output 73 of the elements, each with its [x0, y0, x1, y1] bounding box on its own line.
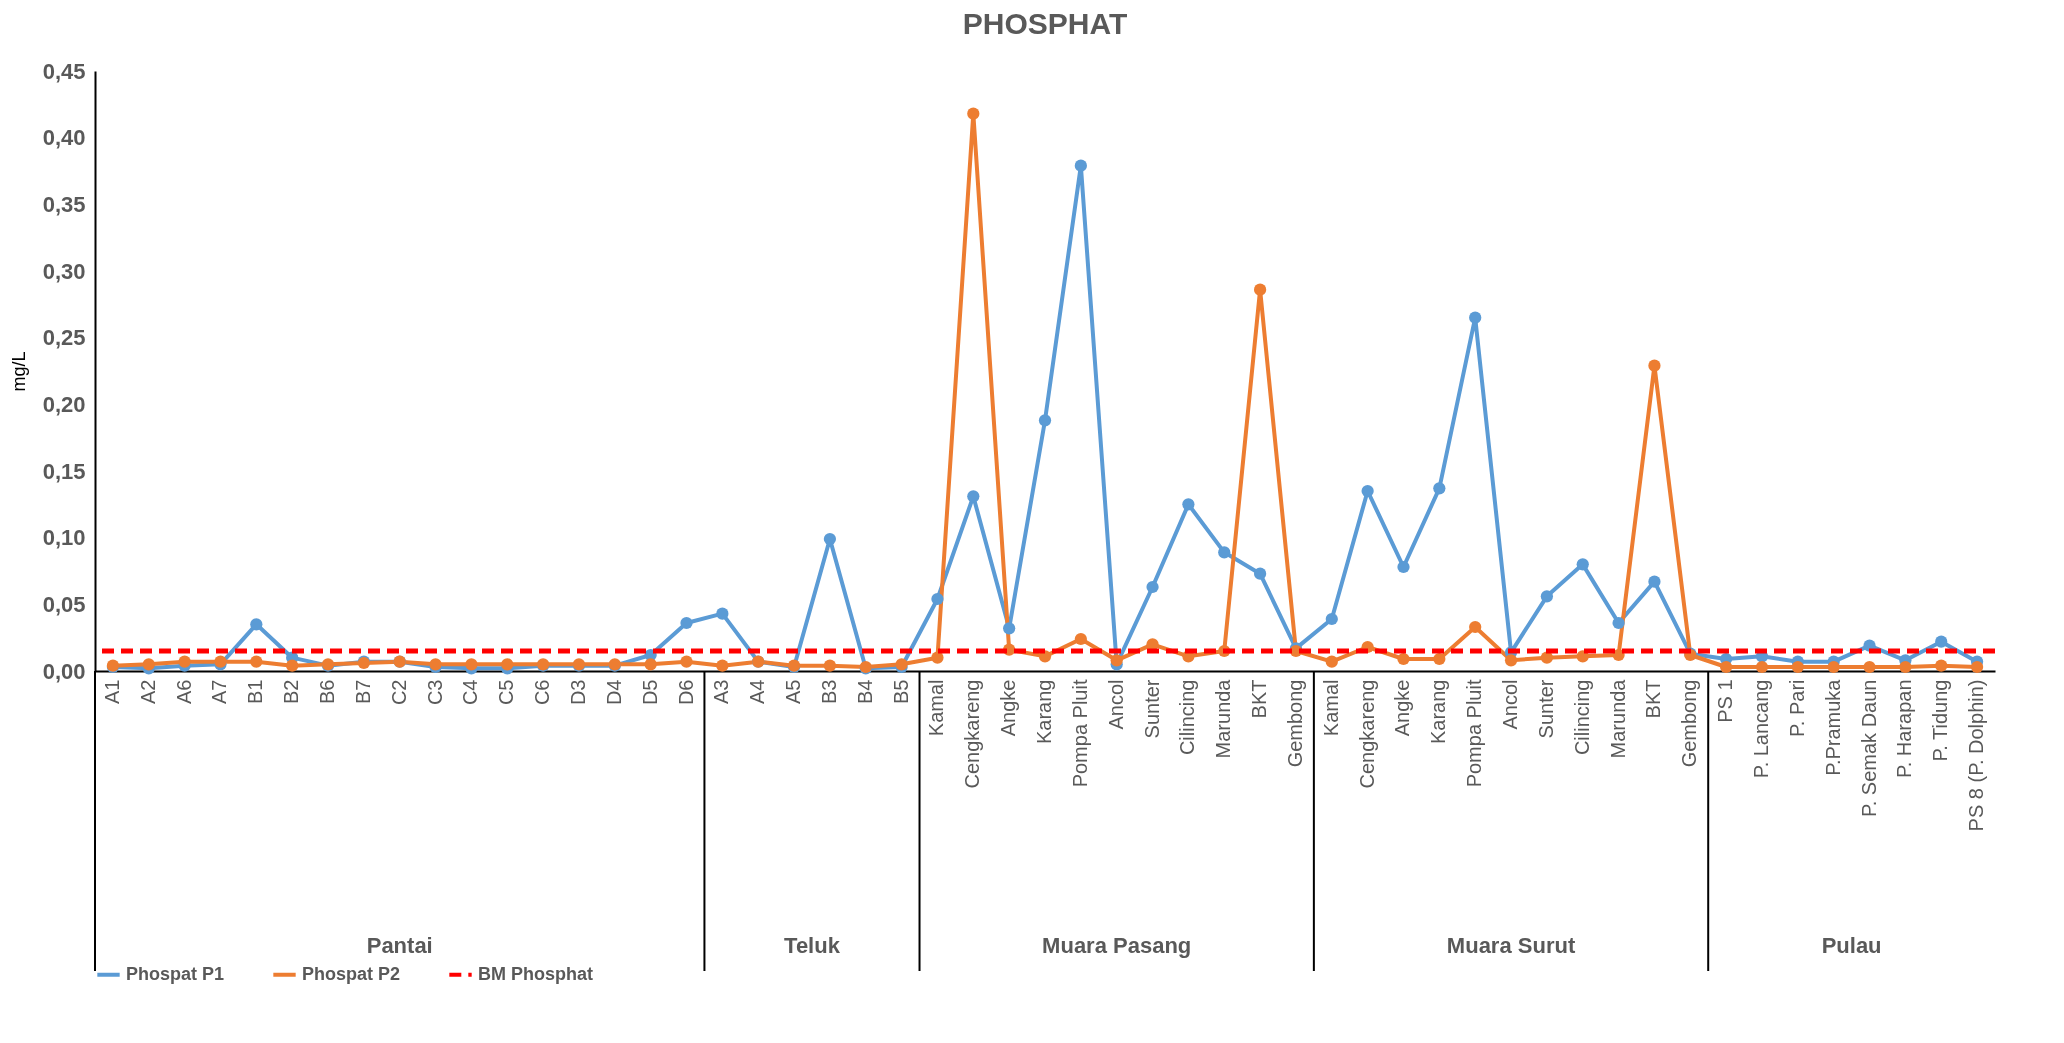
x-tick-label: Cengkareng: [1355, 679, 1378, 789]
x-tick-label: C5: [495, 679, 518, 706]
x-tick-label: D5: [638, 679, 661, 706]
x-tick-label: Gembong: [1678, 679, 1701, 768]
x-tick-label: Kamal: [1319, 679, 1342, 737]
y-tick-label: 0,10: [42, 525, 86, 551]
x-tick-label: C2: [387, 679, 410, 706]
y-tick-label: 0,40: [42, 125, 86, 151]
x-tick-label: C4: [459, 679, 482, 706]
x-tick-label: Ancol: [1499, 679, 1522, 730]
x-tick-label: D6: [674, 679, 697, 706]
text: Pantai: [366, 933, 433, 958]
x-tick-label: D3: [566, 679, 589, 706]
y-tick-label: 0,20: [42, 391, 86, 417]
y-tick-label: 0,45: [42, 58, 86, 84]
x-tick-label: P. Pari: [1785, 679, 1808, 737]
x-tick-label: PS 1: [1714, 679, 1737, 723]
x-tick-label: A5: [782, 679, 805, 704]
x-tick-label: B1: [244, 679, 267, 704]
legend-label: Phospat P1: [126, 963, 225, 984]
x-tick-label: C6: [531, 679, 554, 706]
x-tick-label: BKT: [1248, 679, 1271, 719]
x-tick-label: B4: [853, 679, 876, 704]
x-tick-label: C3: [423, 679, 446, 706]
x-tick-label: Gembong: [1283, 679, 1306, 768]
x-tick-label: Angke: [997, 679, 1020, 737]
x-tick-label: Karang: [1427, 679, 1450, 744]
x-tick-label: A6: [172, 679, 195, 704]
x-tick-label: P.Pramuka: [1821, 678, 1844, 776]
y-tick-label: 0,25: [42, 325, 86, 351]
x-tick-label: A4: [746, 679, 769, 704]
x-tick-label: Ancol: [1104, 679, 1127, 730]
x-tick-label: PS 8 (P. Dolphin): [1965, 679, 1988, 832]
y-tick-label: 0,30: [42, 258, 86, 284]
text: Muara Pasang: [1042, 933, 1192, 958]
x-tick-label: Marunda: [1212, 678, 1235, 759]
x-tick-label: Cilincing: [1570, 679, 1593, 756]
x-tick-label: A2: [136, 679, 159, 704]
x-tick-label: Kamal: [925, 679, 948, 737]
x-tick-label: Marunda: [1606, 678, 1629, 759]
y-tick-label: 0,35: [42, 191, 86, 217]
x-tick-label: P. Lancang: [1749, 679, 1772, 779]
x-tick-label: Pompa Pluit: [1463, 679, 1486, 788]
x-tick-label: BKT: [1642, 679, 1665, 719]
x-tick-label: B2: [280, 679, 303, 704]
x-tick-label: Sunter: [1140, 679, 1163, 739]
x-tick-label: B7: [351, 679, 374, 704]
x-tick-label: P. Harapan: [1893, 679, 1916, 779]
x-tick-label: A7: [208, 679, 231, 704]
x-tick-label: P. Tidung: [1929, 679, 1952, 762]
legend-label: BM Phosphat: [478, 963, 593, 984]
x-tick-label: P. Semak Daun: [1857, 679, 1880, 817]
x-tick-label: B3: [817, 679, 840, 704]
y-tick-label: 0,05: [42, 591, 86, 617]
text: Muara Surut: [1446, 933, 1576, 958]
x-tick-label: Pompa Pluit: [1068, 679, 1091, 788]
x-tick-label: B5: [889, 679, 912, 704]
x-tick-label: Karang: [1033, 679, 1055, 744]
text: Teluk: [784, 933, 841, 958]
x-tick-label: Angke: [1391, 679, 1414, 737]
x-tick-label: A1: [100, 679, 123, 704]
x-tick-label: Sunter: [1534, 679, 1557, 739]
text: Pulau: [1821, 933, 1882, 958]
x-tick-label: A3: [710, 679, 733, 704]
y-tick-label: 0,15: [42, 458, 86, 484]
x-tick-label: Cengkareng: [961, 679, 984, 789]
x-tick-label: B6: [316, 679, 339, 704]
x-tick-label: Cilincing: [1176, 679, 1199, 756]
y-tick-label: 0,00: [42, 658, 86, 684]
x-tick-label: D4: [602, 679, 625, 706]
y-axis-title: mg/L: [8, 351, 29, 392]
chart-title: PHOSPHAT: [962, 7, 1128, 40]
legend-label: Phospat P2: [302, 963, 401, 984]
